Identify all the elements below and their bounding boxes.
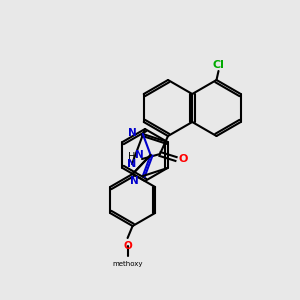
Text: N: N — [128, 128, 137, 138]
Text: O: O — [123, 241, 132, 251]
Text: N: N — [135, 150, 144, 160]
Text: N: N — [128, 159, 136, 169]
Text: N: N — [130, 176, 139, 186]
Text: Cl: Cl — [213, 60, 224, 70]
Text: H: H — [128, 152, 136, 162]
Text: O: O — [178, 154, 188, 164]
Text: methoxy: methoxy — [112, 261, 143, 267]
